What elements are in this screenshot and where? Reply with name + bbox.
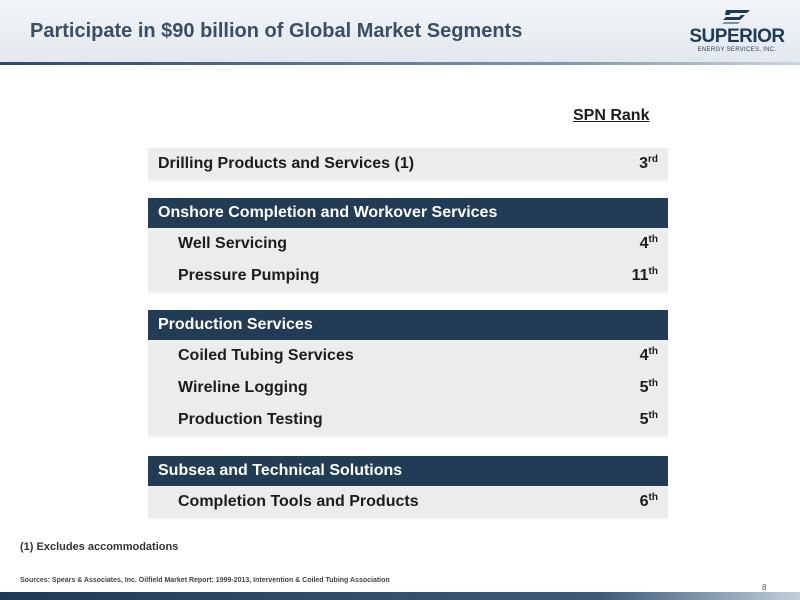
segment-rank: 6th <box>639 492 658 511</box>
segment-rank: 4th <box>639 234 658 253</box>
table-row: Wireline Logging 5th <box>148 372 668 404</box>
segment-rank: 3rd <box>639 154 658 173</box>
table-row: Drilling Products and Services (1) 3rd <box>148 148 668 180</box>
table-row: Well Servicing 4th <box>148 228 668 260</box>
segment-box-onshore: Onshore Completion and Workover Services… <box>148 198 668 292</box>
table-row: Pressure Pumping 11th <box>148 260 668 292</box>
superior-s-icon <box>722 10 750 24</box>
segment-label: Production Testing <box>178 411 323 428</box>
segment-label: Drilling Products and Services (1) <box>158 155 415 172</box>
sources-note: Sources: Spears & Associates, Inc. Oilfi… <box>20 577 390 584</box>
logo-name: SUPERIOR <box>689 26 785 47</box>
segment-label: Pressure Pumping <box>178 267 320 284</box>
slide-title: Participate in $90 billion of Global Mar… <box>30 20 523 42</box>
segment-label: Wireline Logging <box>178 379 308 396</box>
header-divider <box>0 62 800 65</box>
company-logo: SUPERIOR ENERGY SERVICES, INC. <box>684 8 790 60</box>
logo-subtitle: ENERGY SERVICES, INC. <box>697 47 777 53</box>
segment-label: Completion Tools and Products <box>178 493 419 510</box>
segment-box-drilling: Drilling Products and Services (1) 3rd <box>148 148 668 180</box>
segment-rank: 4th <box>639 346 658 365</box>
rank-column-header: SPN Rank <box>573 107 650 124</box>
table-row: Production Testing 5th <box>148 404 668 436</box>
category-header: Production Services <box>148 310 668 340</box>
category-header: Onshore Completion and Workover Services <box>148 198 668 228</box>
segment-label: Well Servicing <box>178 235 288 252</box>
footer-bar <box>0 592 800 600</box>
footnote: (1) Excludes accommodations <box>20 541 179 553</box>
segment-rank: 11th <box>631 266 658 285</box>
segment-label: Coiled Tubing Services <box>178 347 354 364</box>
table-row: Coiled Tubing Services 4th <box>148 340 668 372</box>
category-header: Subsea and Technical Solutions <box>148 456 668 486</box>
header-band <box>0 0 800 62</box>
segment-box-subsea: Subsea and Technical Solutions Completio… <box>148 456 668 518</box>
segment-rank: 5th <box>639 378 658 397</box>
segment-rank: 5th <box>639 410 658 429</box>
page-number: 8 <box>762 583 767 592</box>
table-row: Completion Tools and Products 6th <box>148 486 668 518</box>
segment-box-production: Production Services Coiled Tubing Servic… <box>148 310 668 436</box>
